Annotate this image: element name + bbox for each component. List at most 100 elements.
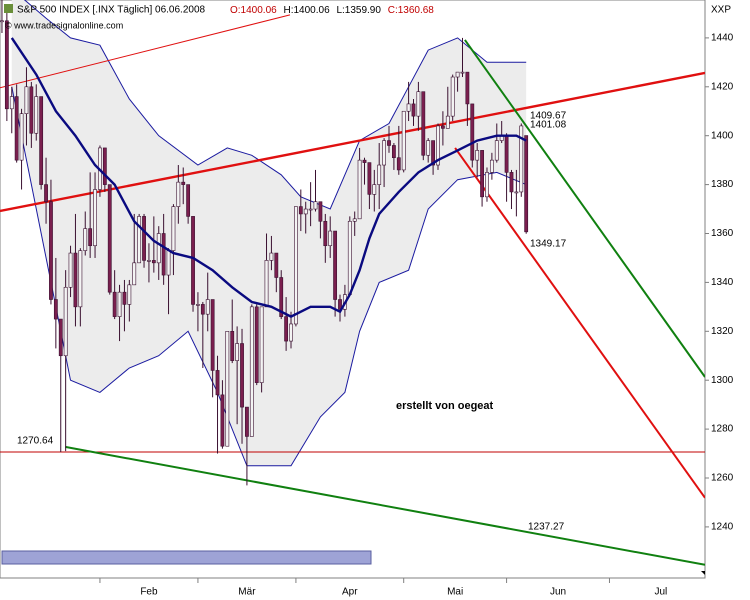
- annotation: 1401.08: [530, 120, 567, 131]
- candle-body: [416, 91, 421, 117]
- candle-body: [132, 262, 137, 286]
- candle-body: [524, 135, 529, 233]
- band-line: [11, 86, 527, 467]
- band-line: [23, 0, 527, 210]
- y-tick-label: 1260: [711, 473, 734, 484]
- annotation: 1237.27: [528, 522, 565, 533]
- candle-body: [294, 206, 298, 325]
- candle-body: [34, 96, 39, 134]
- candle-body: [391, 145, 396, 159]
- candle-body: [269, 252, 274, 261]
- candle-body: [347, 220, 352, 295]
- candle-body: [426, 140, 431, 156]
- candle-body: [323, 220, 328, 247]
- annotation: 1409.67: [530, 111, 567, 122]
- candle-body: [205, 299, 210, 315]
- candle-body: [489, 159, 494, 173]
- candle-body: [181, 181, 186, 185]
- candle-body: [357, 159, 362, 220]
- plot-layer: [0, 0, 705, 566]
- candle-body: [196, 304, 200, 306]
- candle-body: [279, 277, 284, 317]
- candle-body: [436, 125, 440, 166]
- candle-body: [4, 20, 9, 110]
- candle-body: [142, 216, 146, 261]
- candle-body: [504, 135, 509, 173]
- candle-body: [107, 184, 112, 293]
- symbol: XXP: [711, 5, 731, 16]
- candle-body: [156, 233, 161, 264]
- y-tick-label: 1440: [711, 33, 734, 44]
- candle-body: [387, 140, 391, 146]
- candle-body: [230, 330, 235, 361]
- candle-body: [122, 291, 127, 305]
- x-tick-label: Jul: [655, 587, 668, 598]
- moving-average: [10, 37, 527, 318]
- trend-line: [464, 39, 705, 378]
- candle-body: [382, 140, 387, 166]
- candle-body: [24, 86, 29, 114]
- annotation: 1349.17: [530, 239, 567, 250]
- trend-line: [454, 147, 705, 499]
- candle-body: [93, 189, 97, 247]
- candle-body: [377, 164, 382, 185]
- candle-body: [9, 96, 14, 110]
- candle-body: [225, 330, 230, 447]
- candle-body: [465, 71, 470, 105]
- candle-body: [68, 252, 73, 288]
- y-tick-label: 1360: [711, 228, 734, 239]
- candle-body: [166, 250, 171, 276]
- candle-body: [220, 394, 225, 447]
- close-label: C:1360.68: [388, 5, 435, 16]
- candle-body: [137, 216, 142, 264]
- candle-body: [102, 147, 107, 185]
- ohlc-header: O:1400.06 H:1400.06 L:1359.90 C:1360.68: [230, 5, 434, 16]
- scrollbar[interactable]: [1, 550, 372, 565]
- candle-body: [450, 76, 455, 117]
- candle-body: [73, 252, 78, 308]
- candle-body: [176, 181, 181, 207]
- candle-body: [117, 291, 122, 317]
- candle-body: [235, 343, 240, 361]
- candle-body: [514, 191, 519, 194]
- candle-body: [367, 162, 372, 195]
- y-tick-label: 1300: [711, 375, 734, 386]
- candle-body: [352, 218, 357, 222]
- candle-body: [88, 228, 93, 247]
- author-note: erstellt von oegeat: [396, 400, 494, 412]
- trend-line: [0, 14, 291, 89]
- low-label: L:1359.90: [336, 5, 381, 16]
- band-fill: [11, 0, 527, 466]
- candle-body: [411, 103, 416, 117]
- candle-body: [303, 208, 308, 215]
- candle-body: [245, 406, 249, 437]
- candle-body: [29, 86, 34, 134]
- trend-line: [65, 445, 705, 566]
- y-tick-label: 1380: [711, 179, 734, 190]
- candle-body: [362, 159, 367, 163]
- source: © www.tradesignalonline.com: [5, 20, 123, 30]
- candle-body: [0, 20, 4, 23]
- candle-body: [298, 206, 303, 215]
- candle-body: [14, 96, 19, 161]
- candle-body: [44, 184, 48, 203]
- candle-body: [396, 157, 401, 171]
- candle-body: [475, 150, 480, 161]
- candle-body: [254, 306, 259, 383]
- y-tick-label: 1280: [711, 424, 734, 435]
- candle-body: [431, 140, 435, 166]
- candle-body: [313, 201, 318, 210]
- candle-body: [485, 172, 489, 198]
- candle-body: [401, 110, 406, 171]
- y-tick-label: 1420: [711, 81, 734, 92]
- candle-body: [49, 201, 53, 300]
- candle-body: [460, 71, 465, 74]
- candle-body: [127, 284, 132, 305]
- x-tick-label: Mär: [238, 587, 256, 598]
- x-tick-label: Feb: [140, 587, 158, 598]
- annotation: 1270.64: [17, 436, 54, 447]
- candle-body: [519, 125, 524, 193]
- y-tick-label: 1240: [711, 522, 734, 533]
- y-tick-label: 1400: [711, 130, 734, 141]
